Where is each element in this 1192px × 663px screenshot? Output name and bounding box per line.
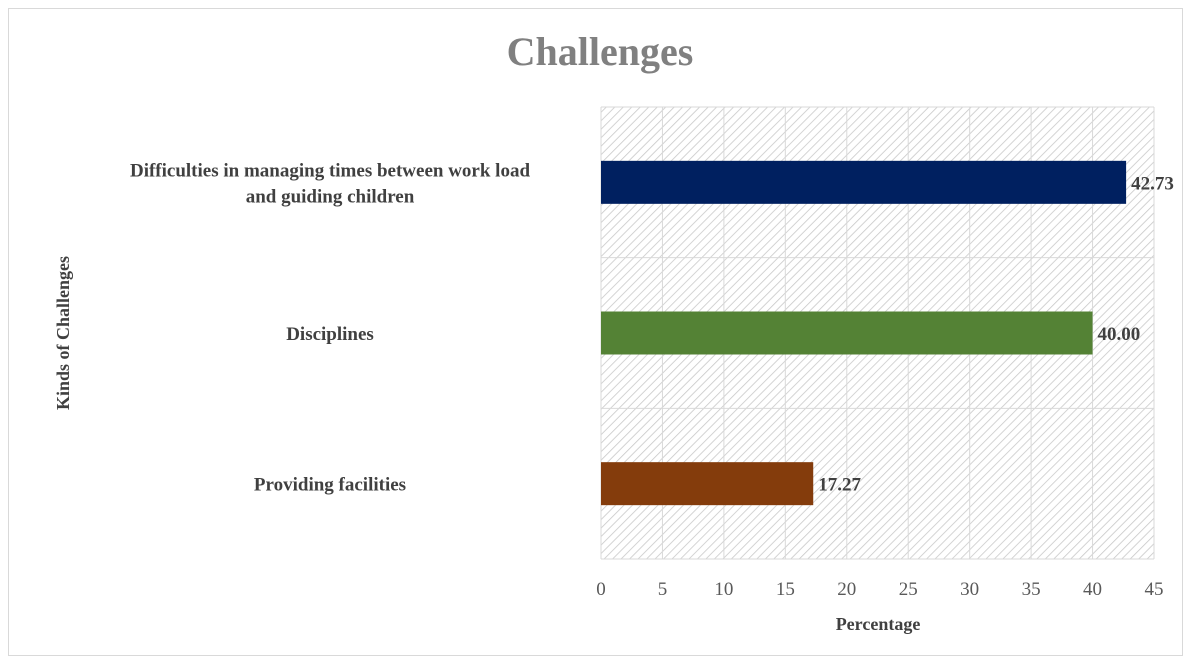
x-tick-label: 5 [658, 579, 668, 600]
x-axis-title: Percentage [836, 614, 921, 634]
category-label: Providing facilities [254, 475, 406, 496]
x-tick-label: 10 [714, 579, 733, 600]
category-label: Disciplines [286, 324, 374, 345]
x-tick-label: 45 [1145, 579, 1164, 600]
bar [601, 462, 814, 506]
chart-title: Challenges [507, 29, 694, 74]
bar [601, 311, 1093, 355]
x-tick-label: 40 [1083, 579, 1102, 600]
category-label: and guiding children [246, 186, 415, 207]
x-tick-label: 25 [899, 579, 918, 600]
bar [601, 160, 1127, 204]
data-label: 40.00 [1098, 324, 1141, 345]
data-label: 42.73 [1131, 173, 1174, 194]
data-label: 17.27 [818, 475, 861, 496]
x-tick-label: 35 [1022, 579, 1041, 600]
x-tick-label: 0 [596, 579, 606, 600]
x-tick-label: 30 [960, 579, 979, 600]
labels: 0 5 10 15 20 25 30 35 40 45 42.73 Difficulties in m… [130, 160, 1174, 600]
x-tick-label: 20 [837, 579, 856, 600]
category-label: Difficulties in managing times between w… [130, 160, 530, 181]
x-tick-label: 15 [776, 579, 795, 600]
y-axis-title: Kinds of Challenges [53, 256, 73, 410]
bars [601, 160, 1127, 506]
